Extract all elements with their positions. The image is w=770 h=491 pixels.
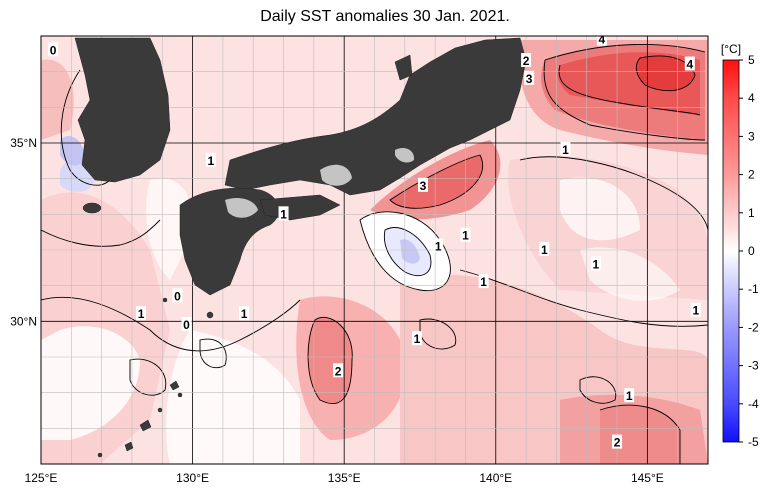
svg-text:1: 1 <box>626 389 633 403</box>
svg-text:0: 0 <box>183 318 190 332</box>
contour-lines <box>41 44 708 464</box>
contour-label: 0 <box>172 288 183 303</box>
jeju-island <box>82 202 102 214</box>
map-frame <box>40 35 709 465</box>
contour-label: 1 <box>239 306 250 321</box>
lon-tick-label: 135°E <box>328 471 361 485</box>
contour-label: 3 <box>524 70 535 86</box>
contour-label: 3 <box>418 177 429 193</box>
lon-tick-label: 125°E <box>25 471 58 485</box>
contour-label: 1 <box>433 238 444 253</box>
contour-label: 1 <box>278 206 289 221</box>
colorbar-labels: 5 4 3 2 1 0 -1 -2 -3 -4 -5 <box>739 53 759 449</box>
svg-text:3: 3 <box>420 179 427 193</box>
colorbar-label: 5 <box>748 53 755 67</box>
svg-text:2: 2 <box>335 364 342 378</box>
colorbar-label: -2 <box>748 320 759 334</box>
contour-label: 1 <box>136 306 147 321</box>
axis-ticks: 125°E 130°E 135°E 140°E 145°E 35°N 30°N <box>10 136 664 485</box>
svg-text:4: 4 <box>599 33 606 47</box>
colorbar-label: -3 <box>748 359 759 373</box>
colorbar-unit: [°C] <box>721 42 741 56</box>
colorbar-gradient <box>722 59 740 443</box>
svg-text:1: 1 <box>138 307 145 321</box>
lon-tick-label: 140°E <box>479 471 512 485</box>
korea-landmass <box>74 37 171 183</box>
svg-text:1: 1 <box>541 243 548 257</box>
contour-label: 4 <box>684 56 695 72</box>
svg-text:1: 1 <box>562 143 569 157</box>
colorbar-label: 2 <box>748 168 755 182</box>
svg-text:1: 1 <box>693 304 700 318</box>
svg-text:2: 2 <box>523 54 530 68</box>
svg-text:1: 1 <box>480 275 487 289</box>
grid-lines <box>41 36 708 464</box>
contour-label: 2 <box>612 434 623 450</box>
svg-text:1: 1 <box>414 332 421 346</box>
contour-label: 1 <box>690 302 701 318</box>
lon-tick-label: 130°E <box>176 471 209 485</box>
contour-label: 0 <box>181 316 192 332</box>
contour-label: 4 <box>596 33 607 47</box>
svg-text:3: 3 <box>526 72 533 86</box>
contour-labels: 0 1 1 3 2 3 4 4 1 1 1 1 1 1 1 0 0 1 1 2 1 1 2 <box>48 33 701 450</box>
contour-label: 1 <box>624 388 635 403</box>
svg-text:1: 1 <box>241 307 248 321</box>
svg-text:4: 4 <box>686 58 693 72</box>
contour-label: 1 <box>411 331 422 346</box>
colorbar-label: 1 <box>748 206 755 220</box>
svg-text:1: 1 <box>280 207 287 221</box>
lat-tick-label: 35°N <box>10 136 37 150</box>
colorbar: [°C] 5 4 3 2 1 0 -1 -2 -3 -4 -5 <box>721 42 759 449</box>
svg-text:1: 1 <box>207 154 214 168</box>
colorbar-label: -4 <box>748 397 759 411</box>
contour-label: 1 <box>590 256 601 271</box>
lon-tick-label: 145°E <box>631 471 664 485</box>
contour-label: 1 <box>539 242 550 257</box>
colorbar-label: -1 <box>748 282 759 296</box>
contour-label: 1 <box>205 152 216 168</box>
svg-text:2: 2 <box>614 436 621 450</box>
svg-text:1: 1 <box>435 239 442 253</box>
svg-text:1: 1 <box>592 257 599 271</box>
contour-label: 2 <box>333 363 344 378</box>
land-masses <box>74 37 527 458</box>
gray-regions <box>225 148 415 218</box>
contour-label: 1 <box>460 227 471 243</box>
colorbar-label: 0 <box>748 244 755 258</box>
colorbar-label: -5 <box>748 435 759 449</box>
lat-tick-label: 30°N <box>10 314 37 328</box>
contour-label: 2 <box>521 52 532 68</box>
contour-label: 1 <box>560 142 571 157</box>
anomaly-fields <box>41 40 708 464</box>
contour-label: 0 <box>48 42 59 57</box>
svg-text:0: 0 <box>50 43 57 57</box>
svg-text:0: 0 <box>174 289 181 303</box>
contour-label: 1 <box>478 274 489 289</box>
colorbar-label: 4 <box>748 91 755 105</box>
honshu-landmass <box>224 37 527 196</box>
map-area: 0 1 1 3 2 3 4 4 1 1 1 1 1 1 1 0 0 1 1 2 1 1 2 <box>41 33 708 464</box>
map-title: Daily SST anomalies 30 Jan. 2021. <box>260 8 510 25</box>
svg-text:1: 1 <box>462 229 469 243</box>
colorbar-label: 3 <box>748 129 755 143</box>
